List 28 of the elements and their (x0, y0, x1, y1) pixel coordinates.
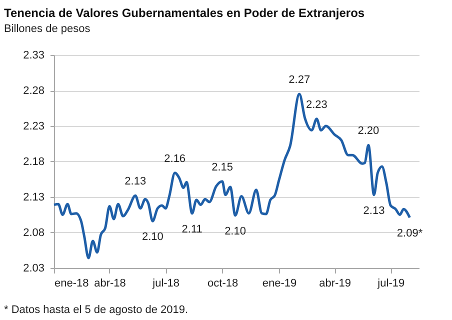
y-tick-label: 2.23 (23, 120, 44, 132)
chart-subtitle: Billones de pesos (4, 23, 91, 35)
x-tick-label: oct-18 (208, 278, 238, 290)
y-tick-label: 2.18 (23, 156, 44, 168)
annotation: 2.10 (142, 231, 164, 244)
annotation: 2.13 (363, 204, 385, 217)
x-tick-label: ene-18 (54, 278, 89, 290)
annotation: 2.27 (288, 74, 310, 86)
x-tick-label: jul-18 (152, 278, 180, 290)
annotation: 2.16 (164, 152, 186, 165)
text: * Datos hasta el 5 de agosto de 2019. (4, 304, 188, 316)
x-tick-label: jul-19 (376, 278, 405, 290)
annotation: 2.20 (358, 125, 380, 138)
y-tick-label: 2.03 (23, 262, 44, 274)
x-tick-label: ene-19 (262, 278, 297, 290)
y-tick-label: 2.13 (23, 192, 44, 204)
annotation: 2.11 (182, 223, 202, 236)
y-tick-label: 2.28 (23, 85, 44, 97)
y-tick-label: 2.08 (23, 227, 44, 239)
annotation: 2.15 (212, 161, 234, 174)
annotation: 2.09* (396, 228, 424, 240)
chart-title: Tenencia de Valores Gubernamentales en Poder de Extranjeros (4, 6, 365, 20)
annotation: 2.10 (224, 225, 246, 238)
annotation: 2.13 (124, 176, 146, 188)
annotation: 2.23 (306, 98, 328, 111)
x-tick-label: abr-18 (94, 278, 126, 290)
y-tick-label: 2.33 (23, 50, 44, 62)
x-tick-label: abr-19 (319, 278, 351, 290)
